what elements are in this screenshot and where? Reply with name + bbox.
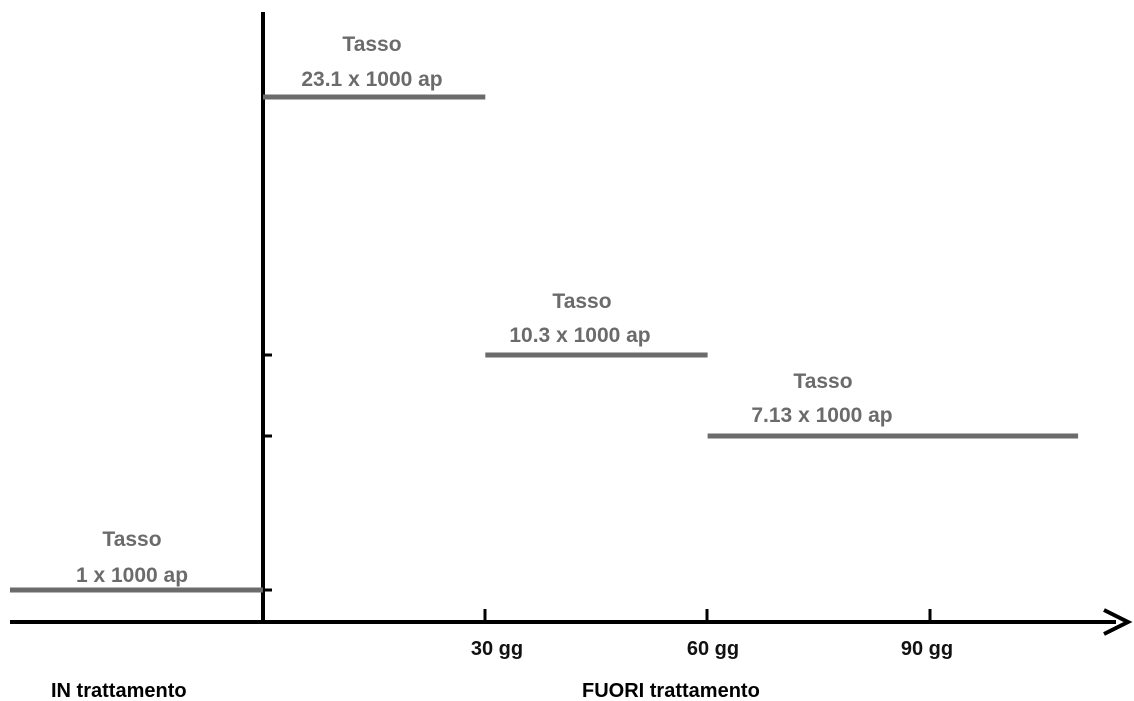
- rate-label-value: 23.1 x 1000 ap: [301, 68, 442, 91]
- region-label-out: FUORI trattamento: [582, 680, 760, 701]
- x-tick-label: 60 gg: [687, 638, 739, 660]
- rate-label-value: 7.13 x 1000 ap: [751, 404, 892, 427]
- x-tick-label: 90 gg: [901, 638, 953, 660]
- rate-label-value: 10.3 x 1000 ap: [509, 324, 650, 347]
- x-tick-label: 30 gg: [471, 638, 523, 660]
- rate-label-title: Tasso: [793, 370, 852, 393]
- region-label-in: IN trattamento: [51, 680, 187, 701]
- rate-label-title: Tasso: [102, 528, 161, 551]
- x-axis-arrowhead: [1103, 608, 1133, 636]
- rate-label-value: 1 x 1000 ap: [76, 564, 188, 587]
- rate-label-title: Tasso: [552, 290, 611, 313]
- rate-label-title: Tasso: [342, 33, 401, 56]
